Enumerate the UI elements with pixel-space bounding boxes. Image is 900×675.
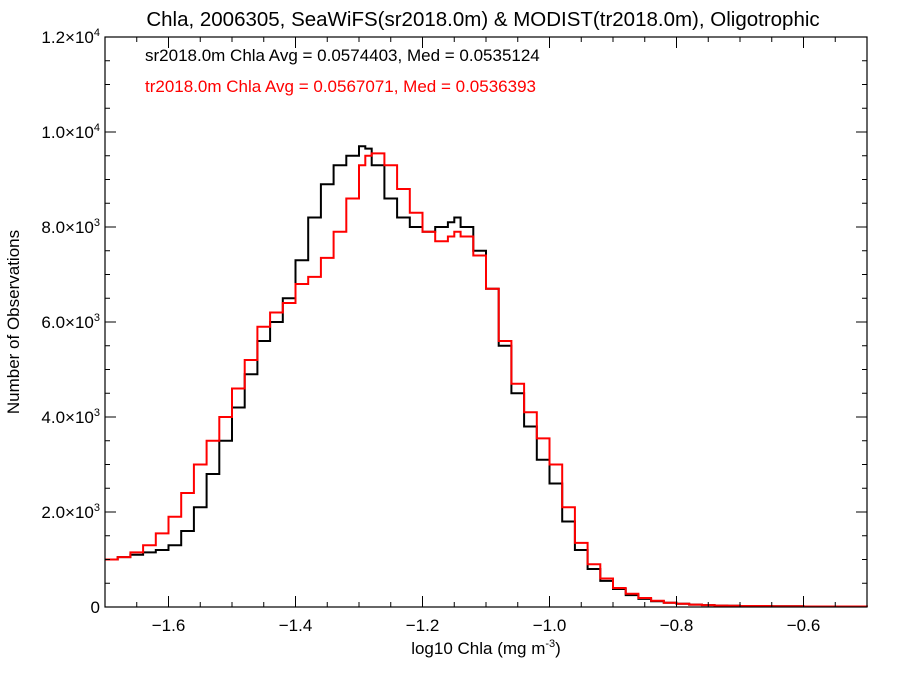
series-line-1 <box>105 152 868 608</box>
x-tick-label: −1.4 <box>279 616 313 635</box>
x-tick-label: −1.6 <box>152 616 186 635</box>
annotation-red: tr2018.0m Chla Avg = 0.0567071, Med = 0.… <box>145 77 536 96</box>
series-layer <box>105 145 868 608</box>
x-tick-label: −0.8 <box>660 616 694 635</box>
y-tick-label: 1.2×104 <box>41 27 100 47</box>
x-tick-label: −1.0 <box>533 616 567 635</box>
y-tick-label: 4.0×103 <box>41 407 100 427</box>
annotation-black: sr2018.0m Chla Avg = 0.0574403, Med = 0.… <box>145 46 540 65</box>
y-tick-label: 0 <box>91 598 100 617</box>
x-axis-label-close: ) <box>555 639 561 658</box>
y-axis-label: Number of Observations <box>4 230 23 414</box>
x-axis-label: log10 Chla (mg m-3) <box>411 638 561 658</box>
x-axis-label-sup: -3 <box>545 638 555 650</box>
x-axis-label-main: log10 Chla (mg m <box>411 639 545 658</box>
y-tick-label: 6.0×103 <box>41 312 100 332</box>
chart-title: Chla, 2006305, SeaWiFS(sr2018.0m) & MODI… <box>146 8 819 31</box>
series-line-0 <box>105 145 868 608</box>
plot-frame <box>104 36 868 608</box>
y-tick-label: 1.0×104 <box>41 122 100 142</box>
x-tick-label: −1.2 <box>406 616 440 635</box>
x-tick-label: −0.6 <box>787 616 821 635</box>
axis-layer: −1.6 −1.4 −1.2 −1.0 −0.8 −0.6 0 2.0×103 4.0×103 6… <box>41 27 868 635</box>
y-tick-label: 2.0×103 <box>41 502 100 522</box>
y-tick-label: 8.0×103 <box>41 217 100 237</box>
